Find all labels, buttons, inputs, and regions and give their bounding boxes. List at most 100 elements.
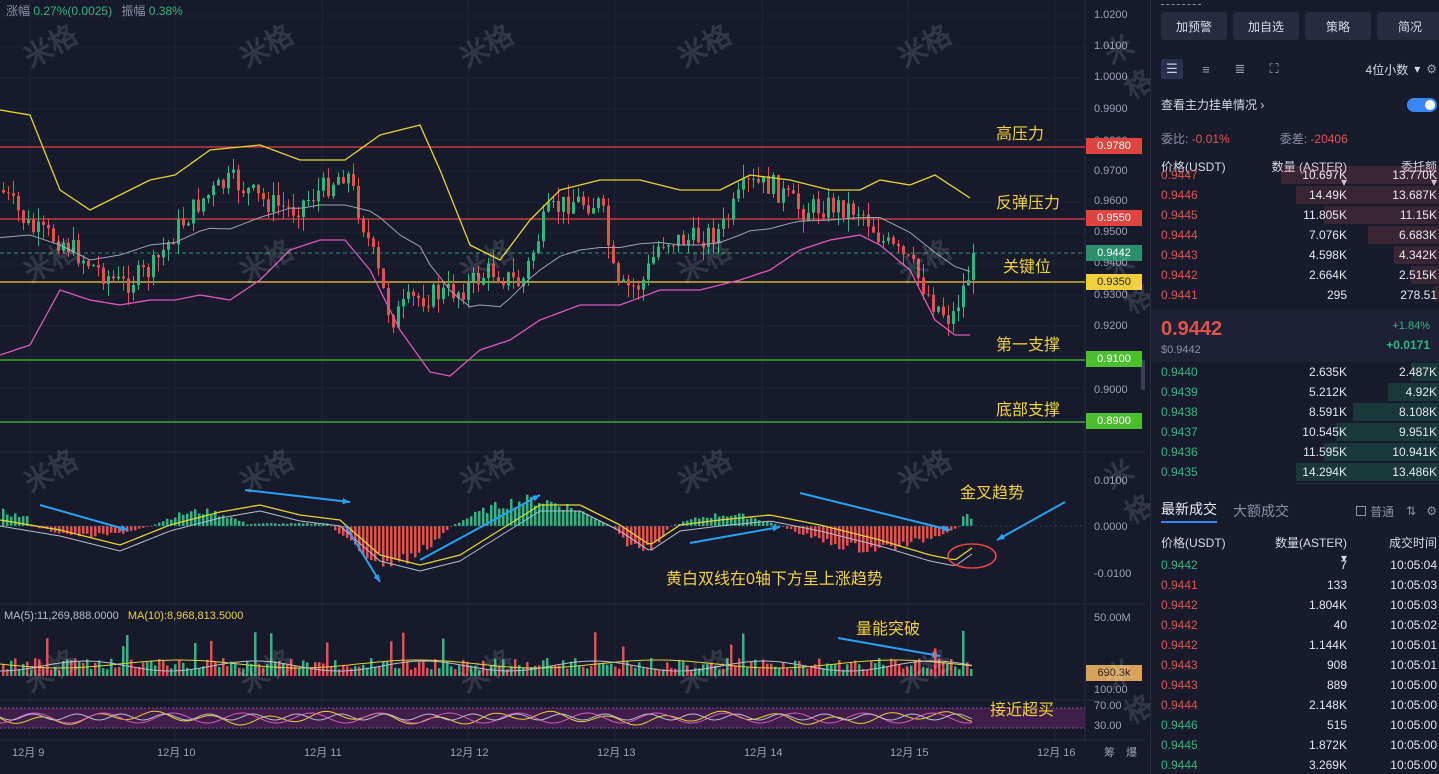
macd-bar xyxy=(546,500,549,526)
candle-body xyxy=(452,283,455,299)
ask-row[interactable]: 0.9447 10.697K 13.770K xyxy=(1151,165,1439,185)
macd-bar xyxy=(258,523,261,526)
volume-bar xyxy=(442,638,445,676)
macd-bar xyxy=(294,523,297,526)
normal-filter[interactable]: 普通 ⇅ ⚙ xyxy=(1356,503,1437,520)
watch-toggle[interactable] xyxy=(1407,97,1437,112)
both-sides-icon[interactable]: ☰ xyxy=(1161,59,1183,79)
bid-row[interactable]: 0.9435 14.294K 13.486K xyxy=(1151,462,1439,482)
bid-row[interactable]: 0.9438 8.591K 8.108K xyxy=(1151,402,1439,422)
macd-bar xyxy=(206,508,209,526)
candle-body xyxy=(272,194,275,213)
asks-only-icon[interactable]: ≣ xyxy=(1234,61,1246,76)
macd-bar xyxy=(410,526,413,554)
macd-bar xyxy=(742,513,745,526)
candle-body xyxy=(337,177,340,185)
trade-header-qty[interactable]: 数量(ASTER) ▾ xyxy=(1274,536,1347,565)
volume-bar xyxy=(450,666,453,676)
volume-bar xyxy=(262,667,265,676)
candle-body xyxy=(132,284,135,293)
ask-row[interactable]: 0.9443 4.598K 4.342K xyxy=(1151,245,1439,265)
macd-bar xyxy=(170,519,173,526)
y-tick-label: 0.9000 xyxy=(1094,384,1128,396)
volume-bar xyxy=(162,660,165,676)
ask-row[interactable]: 0.9444 7.076K 6.683K xyxy=(1151,225,1439,245)
macd-bar xyxy=(718,516,721,526)
volume-bar xyxy=(530,667,533,676)
normal-checkbox[interactable] xyxy=(1356,506,1367,516)
strategy-button[interactable]: 策略 xyxy=(1305,12,1371,40)
volume-bar xyxy=(334,660,337,676)
volume-bar xyxy=(458,664,461,676)
bid-row[interactable]: 0.9440 2.635K 2.487K xyxy=(1151,362,1439,382)
decimal-select[interactable]: 4位小数 ▾ ⚙ xyxy=(1366,61,1437,78)
chips-tool-label[interactable]: 筹 xyxy=(1104,747,1115,759)
volume-bar xyxy=(226,666,229,676)
trade-time: 10:05:00 xyxy=(1390,718,1437,732)
volume-bar xyxy=(170,668,173,676)
add-alert-button[interactable]: 加预警 xyxy=(1161,12,1227,40)
y-tick-label: 0.9300 xyxy=(1094,289,1128,301)
volume-bar xyxy=(698,668,701,676)
candle-body xyxy=(247,187,250,194)
ob-price: 0.9441 xyxy=(1161,288,1198,301)
volume-bar xyxy=(646,668,649,676)
candle-body xyxy=(742,178,745,190)
macd-bar xyxy=(82,526,85,534)
volume-bar xyxy=(938,658,941,676)
volume-bar xyxy=(966,662,969,676)
volume-bar xyxy=(198,668,201,676)
settings-icon[interactable]: ⚙ xyxy=(1426,62,1437,76)
add-watchlist-button[interactable]: 加自选 xyxy=(1233,12,1299,40)
ma-info: MA(5):11,269,888.0000 MA(10):8,968,813.5… xyxy=(4,610,243,622)
tab-latest-trades[interactable]: 最新成交 xyxy=(1161,499,1217,523)
annotation-high-pressure: 高压力 xyxy=(996,126,1045,143)
macd-bar xyxy=(214,510,217,526)
macd-bar xyxy=(774,524,777,526)
bid-row[interactable]: 0.9439 5.212K 4.92K xyxy=(1151,382,1439,402)
ask-row[interactable]: 0.9446 14.49K 13.687K xyxy=(1151,185,1439,205)
volume-bar xyxy=(378,666,381,676)
macd-bar xyxy=(158,522,161,526)
kline-chart[interactable] xyxy=(0,0,1145,774)
macd-bar xyxy=(458,522,461,526)
volume-bar xyxy=(894,659,897,676)
watch-main-orders-row[interactable]: 查看主力挂单情况 › xyxy=(1161,96,1437,113)
overview-button[interactable]: 简况 xyxy=(1377,12,1439,40)
rsi-line-2 xyxy=(0,712,973,724)
macd-bar xyxy=(90,526,93,538)
macd-bar xyxy=(850,526,853,543)
ask-row[interactable]: 0.9441 295 278.51 xyxy=(1151,285,1439,301)
bid-row[interactable]: 0.943413.901K13.114K xyxy=(1151,482,1439,484)
ask-row[interactable]: 0.9442 2.664K 2.515K xyxy=(1151,265,1439,285)
bids-only-icon[interactable]: ≡ xyxy=(1202,61,1210,77)
expand-icon[interactable]: ⛶ xyxy=(1269,61,1279,76)
volume-bar xyxy=(46,638,49,676)
chart-area[interactable]: 涨幅 0.27%(0.0025) 振幅 0.38% MA(5):11,269,8… xyxy=(0,0,1159,774)
ob-header-qty[interactable]: 数量 (ASTER) ▾ xyxy=(1271,160,1347,189)
filter-icon[interactable]: ⇅ xyxy=(1406,504,1417,518)
bid-row[interactable]: 0.9437 10.545K 9.951K xyxy=(1151,422,1439,442)
ob-price: 0.9435 xyxy=(1161,465,1198,479)
volume-bar xyxy=(730,644,733,676)
liquidation-tool-label[interactable]: 爆 xyxy=(1126,747,1137,759)
candle-body xyxy=(227,172,230,189)
macd-bar xyxy=(930,526,933,539)
macd-bar xyxy=(914,526,917,539)
bid-row[interactable]: 0.9436 11.595K 10.941K xyxy=(1151,442,1439,462)
volume-bar xyxy=(238,667,241,676)
volume-bar xyxy=(734,665,737,676)
volume-bar xyxy=(486,668,489,676)
ask-row[interactable]: 0.9445 11.805K 11.15K xyxy=(1151,205,1439,225)
tab-large-trades[interactable]: 大额成交 xyxy=(1233,503,1289,519)
trade-row: 0.9446 515 10:05:00 xyxy=(1151,715,1439,735)
candle-body xyxy=(687,239,690,246)
candle-body xyxy=(862,214,865,216)
ob-qty: 10.697K xyxy=(1302,168,1347,182)
ob-header-total[interactable]: 委托额 ▾ xyxy=(1400,160,1437,189)
macd-bar xyxy=(254,523,257,526)
candle-body xyxy=(592,208,595,214)
settings-icon-2[interactable]: ⚙ xyxy=(1426,504,1437,518)
volume-bar xyxy=(246,660,249,676)
volume-bar xyxy=(954,666,957,676)
